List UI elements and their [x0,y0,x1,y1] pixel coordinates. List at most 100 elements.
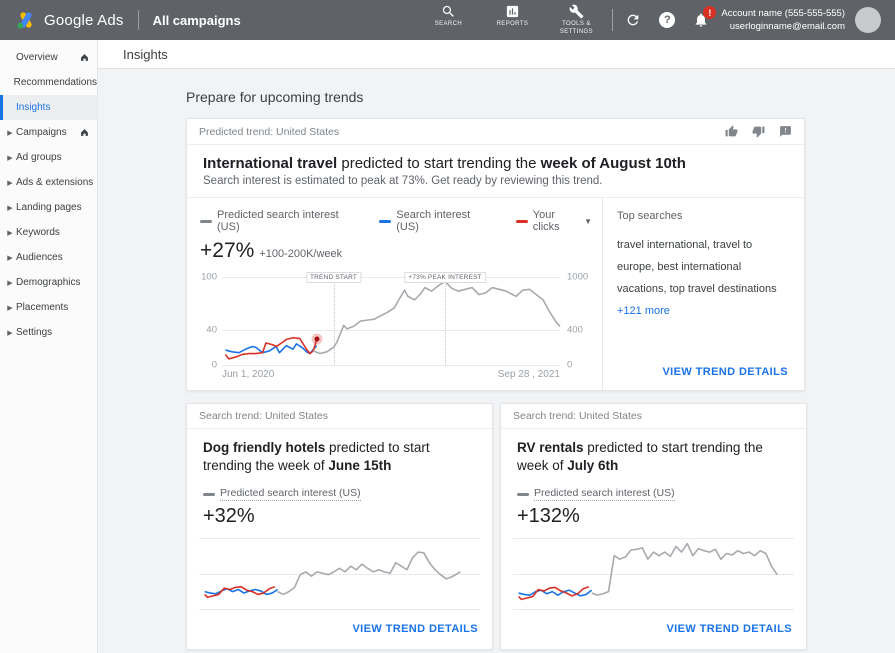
delta-value: +32% [203,505,476,528]
top-app-bar: Google Ads All campaigns SEARCH REPORTS … [0,0,895,40]
card-eyebrow: Search trend: United States [199,410,328,422]
gray-dash-icon [517,493,529,496]
y-axis-left: 100400 [200,277,222,365]
account-name: Account name (555-555-555) [721,7,845,20]
chevron-right-icon: ▶ [0,129,14,137]
legend-search-interest: Search interest (US) [379,209,484,233]
chart-plot [513,538,794,609]
reports-nav-button[interactable]: REPORTS [490,4,534,29]
delta-detail: +100-200K/week [259,248,342,260]
sidebar-item-insights[interactable]: Insights [0,95,97,120]
notifications-button[interactable]: ! [693,12,709,28]
chevron-down-icon: ▼ [584,217,592,226]
chevron-right-icon: ▶ [0,229,14,237]
topbar-nav: SEARCH REPORTS TOOLS & SETTINGS [426,4,598,37]
thumb-down-icon[interactable] [752,125,765,138]
y-axis-right: 10004000 [560,277,592,365]
x-axis-labels: Jun 1, 2020 Sep 28 , 2021 [222,369,560,380]
sidebar-item-keywords[interactable]: ▶Keywords [0,220,97,245]
search-icon [441,4,456,19]
sidebar-item-demographics[interactable]: ▶Demographics [0,270,97,295]
account-info[interactable]: Account name (555-555-555) userloginname… [721,7,845,34]
card-header-strip: Search trend: United States [187,404,492,429]
chevron-right-icon: ▶ [0,179,14,187]
home-icon [80,53,89,62]
brand-name: Google Ads [44,12,124,29]
topbar-divider [612,9,613,31]
chevron-right-icon: ▶ [0,204,14,212]
sidebar-item-ads-extensions[interactable]: ▶Ads & extensions [0,170,97,195]
view-trend-details-link[interactable]: VIEW TREND DETAILS [352,623,478,635]
trend-title: International travel predicted to start … [187,145,804,175]
more-searches-link[interactable]: +121 more [617,305,670,317]
chart-annotation-label: TREND START [306,272,361,283]
trend-title: RV rentals predicted to start trending t… [501,429,806,475]
tools-settings-nav-button[interactable]: TOOLS & SETTINGS [554,4,598,37]
sidebar-item-settings[interactable]: ▶Settings [0,320,97,345]
legend-predicted-search-interest: Predicted search interest (US) [200,209,347,233]
campaign-scope-label[interactable]: All campaigns [153,13,241,28]
search-trend-card-rv-rentals: Search trend: United States RV rentals p… [500,403,807,650]
trend-chart: 100400 TREND START+73% PEAK INTEREST 100… [200,277,592,365]
gray-dash-icon [200,220,212,223]
avatar[interactable] [855,7,881,33]
help-button[interactable]: ? [659,12,675,28]
blue-dash-icon [379,220,391,223]
sidebar-item-placements[interactable]: ▶Placements [0,295,97,320]
chart-annotation-label: +73% PEAK INTEREST [404,272,486,283]
chevron-right-icon: ▶ [0,329,14,337]
content-area: Prepare for upcoming trends Predicted tr… [98,69,895,653]
google-ads-brand[interactable]: Google Ads [16,10,124,30]
thumb-up-icon[interactable] [725,125,738,138]
sidebar-item-recommendations[interactable]: Recommendations [0,70,97,95]
card-header-strip: Search trend: United States [501,404,806,429]
delta-row: +27% +100-200K/week [200,239,592,263]
chevron-right-icon: ▶ [0,154,14,162]
search-trend-card-dog-hotels: Search trend: United States Dog friendly… [186,403,493,650]
reports-icon [505,4,520,19]
sidebar-item-campaigns[interactable]: ▶Campaigns [0,120,97,145]
google-ads-app: Google Ads All campaigns SEARCH REPORTS … [0,0,895,653]
x-axis-start: Jun 1, 2020 [222,369,274,380]
section-heading: Prepare for upcoming trends [186,89,895,105]
sidebar: Overview Recommendations Insights ▶Campa… [0,40,98,653]
chart-legend: Predicted search interest (US) Search in… [200,209,592,233]
page-title-bar: Insights [98,40,895,69]
chevron-right-icon: ▶ [0,254,14,262]
top-searches-heading: Top searches [617,210,788,222]
delta-value: +27% [200,239,254,263]
sidebar-item-audiences[interactable]: ▶Audiences [0,245,97,270]
chart-plot: TREND START+73% PEAK INTEREST [222,277,560,365]
predicted-trend-card: Predicted trend: United States Internati… [186,118,805,391]
wrench-icon [569,4,584,19]
search-nav-button[interactable]: SEARCH [426,4,470,29]
sidebar-item-overview[interactable]: Overview [0,45,97,70]
legend-your-clicks-dropdown[interactable]: Your clicks ▼ [516,209,592,233]
view-trend-details-link[interactable]: VIEW TREND DETAILS [662,366,788,378]
top-searches-panel: Top searches travel international, trave… [602,198,804,390]
sidebar-item-landing-pages[interactable]: ▶Landing pages [0,195,97,220]
refresh-button[interactable] [625,12,641,28]
chevron-right-icon: ▶ [0,304,14,312]
account-email: userloginname@email.com [721,20,845,33]
sidebar-item-ad-groups[interactable]: ▶Ad groups [0,145,97,170]
top-searches-text: travel international, travel to europe, … [617,234,788,322]
refresh-icon [625,12,641,28]
trend-subtitle: Search interest is estimated to peak at … [187,175,804,198]
view-trend-details-link[interactable]: VIEW TREND DETAILS [666,623,792,635]
chart-legend: Predicted search interest (US) [517,487,790,501]
notification-badge: ! [703,6,716,19]
red-dash-icon [516,220,528,223]
gray-dash-icon [203,493,215,496]
card-eyebrow: Predicted trend: United States [199,126,339,138]
trend-title: Dog friendly hotels predicted to start t… [187,429,492,475]
page-title: Insights [123,47,168,62]
feedback-icon[interactable] [779,125,792,138]
home-icon [80,128,89,137]
x-axis-end: Sep 28 , 2021 [498,369,560,380]
card-header-strip: Predicted trend: United States [187,119,804,145]
topbar-divider [138,10,139,30]
chevron-right-icon: ▶ [0,279,14,287]
chart-legend: Predicted search interest (US) [203,487,476,501]
card-eyebrow: Search trend: United States [513,410,642,422]
